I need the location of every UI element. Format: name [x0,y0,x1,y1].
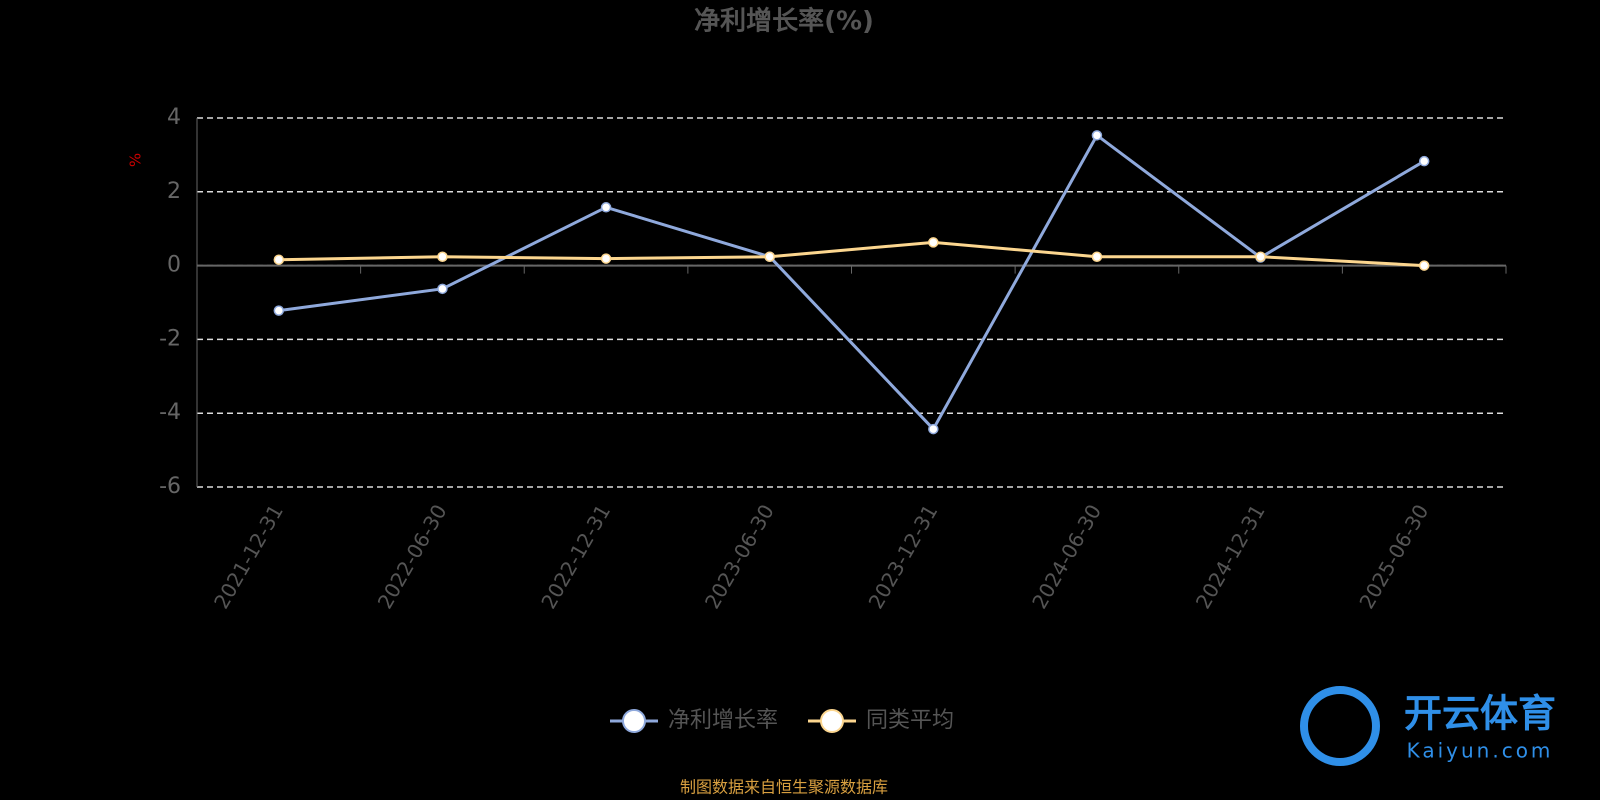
series-line [278,240,1425,268]
watermark-name: 开云体育 [1404,692,1556,736]
data-point [1091,251,1103,262]
data-point [273,305,285,316]
y-axis-label: % [127,153,145,167]
data-point [928,237,939,248]
data-point [273,254,285,265]
legend-label: 净利增长率 [668,708,778,733]
data-point [764,251,775,262]
y-tick-label: 4 [167,105,181,130]
watermark-logo [1300,686,1380,766]
data-point [1255,251,1266,262]
data-point [600,202,612,213]
data-point [928,423,939,435]
legend-label: 同类平均 [866,708,954,733]
data-point [1091,130,1103,141]
series-line [278,133,1425,432]
data-point [1418,155,1430,167]
y-tick-label: -2 [159,326,181,351]
chart-title: 净利增长率(%) [694,6,874,37]
data-point [437,251,448,262]
y-tick-label: -6 [159,474,181,499]
source-note: 制图数据来自恒生聚源数据库 [680,778,888,797]
watermark-url: Kaiyun.com [1407,739,1554,763]
data-point [600,253,612,264]
y-tick-label: 2 [167,179,181,204]
data-point [437,283,448,295]
data-point [1418,260,1430,271]
y-tick-label: -4 [159,400,181,425]
legend-marker [622,709,646,733]
legend-marker [820,709,844,733]
y-tick-label: 0 [167,253,181,278]
